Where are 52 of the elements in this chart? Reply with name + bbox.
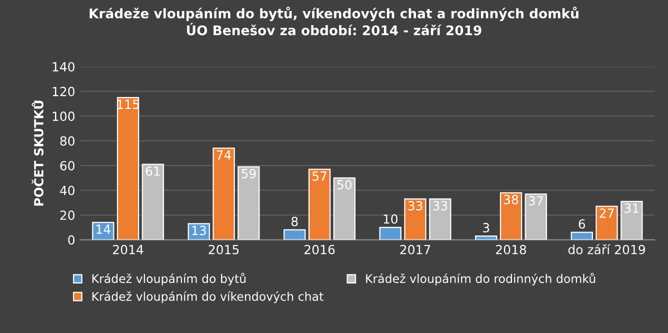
legend-label: Krádež vloupáním do víkendových chat (92, 291, 324, 304)
y-tick-label: 0 (68, 235, 74, 245)
data-label: 37 (528, 196, 543, 206)
bar (404, 198, 426, 240)
bar (500, 192, 522, 240)
bar (212, 148, 235, 240)
bar (379, 226, 402, 240)
x-tick-label: 2018 (496, 244, 526, 254)
bar (570, 232, 593, 240)
bar (116, 96, 140, 240)
bar (308, 168, 331, 240)
data-label: 10 (384, 214, 398, 224)
data-label: 6 (578, 219, 586, 229)
y-axis-title: POČET SKUTKŮ (32, 100, 44, 206)
x-tick-label: 2015 (208, 244, 239, 254)
data-label: 50 (337, 180, 352, 190)
bar (475, 235, 498, 240)
data-label: 33 (408, 201, 422, 210)
bar (284, 229, 306, 240)
bar (238, 166, 260, 240)
data-label: 3 (483, 222, 490, 232)
bar (596, 206, 618, 240)
x-tick-label: 2016 (304, 244, 335, 254)
data-label: 33 (433, 201, 448, 210)
legend-label: Krádež vloupáním do bytů (92, 272, 246, 286)
data-label: 57 (312, 172, 326, 181)
y-tick-label: 100 (52, 112, 74, 121)
y-tick-label: 20 (60, 210, 74, 220)
data-label: 61 (146, 166, 160, 176)
y-tick-label: 40 (60, 186, 74, 196)
data-label: 59 (242, 168, 256, 178)
legend-label: Krádež vloupáním do rodinných domků (366, 272, 596, 286)
bar (620, 200, 643, 240)
y-tick-label: 60 (60, 161, 74, 170)
y-tick-label: 140 (52, 62, 74, 72)
bar (429, 198, 452, 240)
y-tick-label: 80 (60, 136, 74, 146)
data-label: 14 (96, 224, 110, 234)
bar (142, 164, 164, 240)
data-label: 38 (504, 194, 518, 204)
x-tick-label: do září 2019 (568, 244, 645, 254)
x-tick-label: 2017 (400, 244, 430, 254)
bar (333, 177, 356, 240)
data-label: 27 (600, 208, 614, 218)
data-label: 31 (624, 203, 638, 213)
chart-title: Krádeže vloupáním do bytů, víkendových chat a rodinných domků ÚO Benešov za období: 2014 - září 2019 (90, 6, 578, 36)
data-label: 13 (192, 226, 206, 236)
data-label: 74 (216, 150, 232, 160)
data-label: 8 (292, 216, 298, 226)
bar (524, 193, 547, 240)
y-tick-label: 120 (52, 86, 74, 96)
x-tick-label: 2014 (113, 244, 144, 254)
